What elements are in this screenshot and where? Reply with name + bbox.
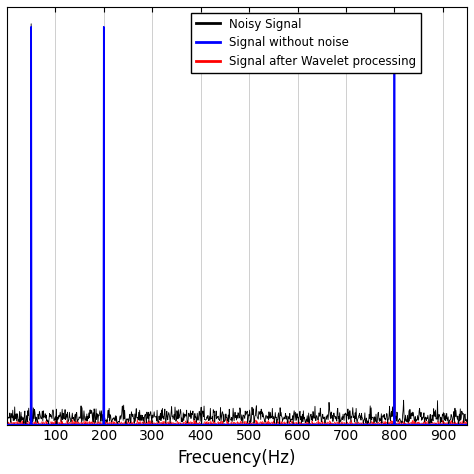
X-axis label: Frecuency(Hz): Frecuency(Hz) [178,449,296,467]
Legend: Noisy Signal, Signal without noise, Signal after Wavelet processing: Noisy Signal, Signal without noise, Sign… [191,13,421,73]
